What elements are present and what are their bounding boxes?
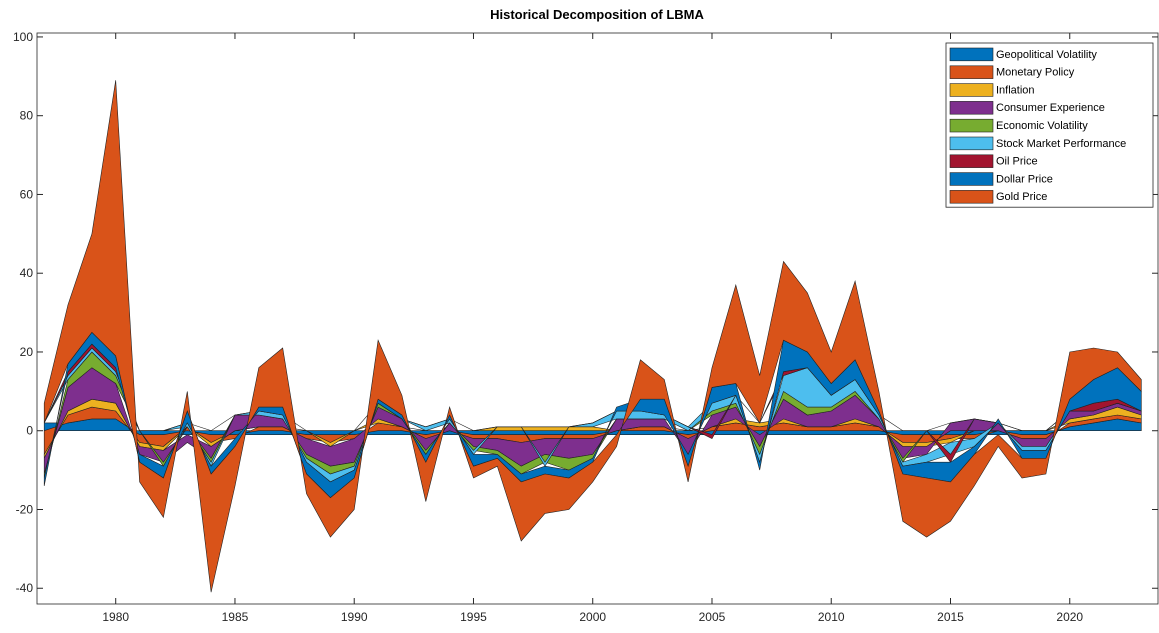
- legend-swatch: [949, 190, 994, 204]
- legend: Geopolitical Volatility Monetary Policy In…: [945, 42, 1154, 208]
- legend-label: Inflation: [996, 84, 1035, 96]
- y-tick-label: -40: [16, 581, 34, 595]
- area-series: [43, 80, 1142, 593]
- y-tick-label: 80: [20, 109, 34, 123]
- legend-swatch: [949, 118, 994, 133]
- y-tick-label: 60: [20, 187, 34, 201]
- legend-label: Dollar Price: [996, 173, 1053, 185]
- x-tick-label: 2010: [818, 610, 845, 624]
- y-tick-label: 20: [20, 345, 34, 359]
- legend-swatch: [949, 154, 994, 168]
- axes-box: [36, 32, 1159, 605]
- area-series: [43, 398, 1142, 459]
- legend-swatch: [949, 83, 994, 97]
- x-tick-label: 2020: [1056, 610, 1083, 624]
- legend-label: Oil Price: [996, 156, 1038, 168]
- legend-swatch: [949, 172, 994, 186]
- chart-title: Historical Decomposition of LBMA: [490, 7, 704, 22]
- legend-label: Monetary Policy: [996, 67, 1075, 79]
- plot-area: [43, 80, 1142, 593]
- y-tick-label: 40: [20, 266, 34, 280]
- legend-swatch: [949, 47, 994, 62]
- y-tick-label: 100: [13, 30, 33, 44]
- x-tick-label: 2000: [579, 610, 606, 624]
- x-tick-label: 1985: [222, 610, 249, 624]
- x-tick-label: 1995: [460, 610, 487, 624]
- legend-swatch: [949, 136, 994, 151]
- legend-label: Consumer Experience: [996, 102, 1105, 114]
- legend-label: Gold Price: [996, 191, 1047, 203]
- y-tick-label: 0: [26, 424, 33, 438]
- x-tick-label: 2005: [699, 610, 726, 624]
- x-tick-label: 2015: [937, 610, 964, 624]
- legend-label: Stock Market Performance: [996, 138, 1126, 150]
- x-tick-label: 1980: [102, 610, 129, 624]
- axes: -40 -20 0 20 40 60 80 100 1980 1985 1990 1995 2000 20…: [13, 30, 1159, 624]
- legend-swatch: [949, 65, 994, 79]
- legend-swatch: [949, 101, 994, 115]
- x-tick-label: 1990: [341, 610, 368, 624]
- legend-label: Economic Volatility: [996, 120, 1088, 132]
- y-tick-label: -20: [16, 502, 34, 516]
- legend-label: Geopolitical Volatility: [996, 49, 1097, 61]
